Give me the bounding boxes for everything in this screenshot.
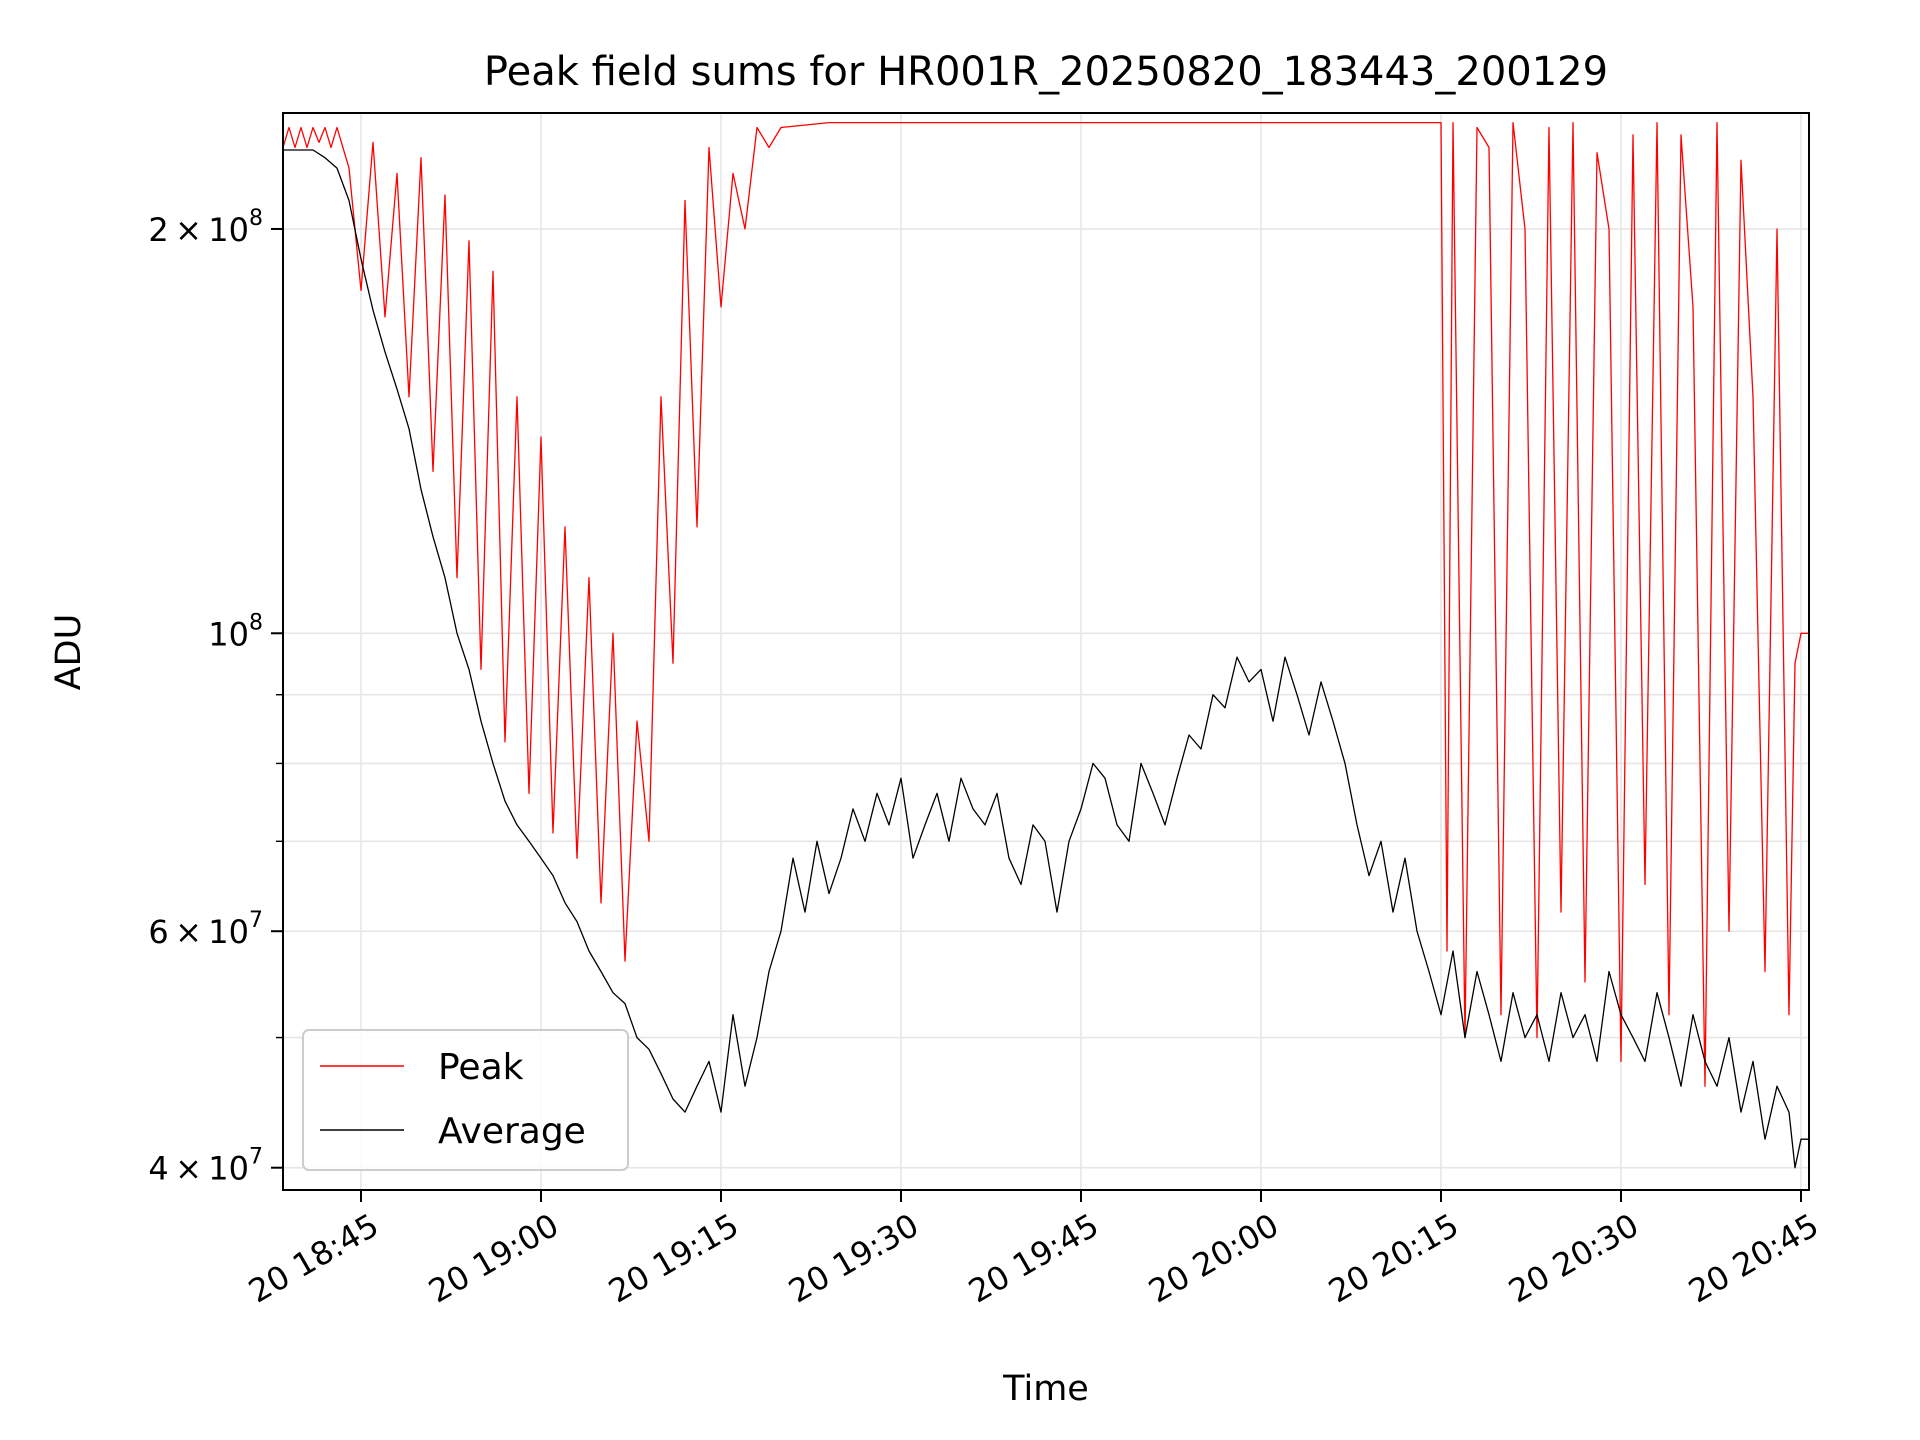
- y-tick-label-2: 108: [208, 610, 263, 653]
- legend-box: [302, 1029, 629, 1171]
- x-axis-label: Time: [1002, 1369, 1089, 1409]
- y-tick-mantissa: 2 × 10: [148, 211, 249, 249]
- plot-frame: [282, 112, 1810, 1191]
- series-average-line: [283, 149, 1809, 1169]
- y-tick-exponent: 8: [249, 610, 263, 635]
- legend-peak-label: Peak: [438, 1047, 524, 1088]
- y-tick-exponent: 7: [249, 1145, 263, 1170]
- chart-title: Peak field sums for HR001R_20250820_1834…: [484, 49, 1608, 95]
- y-tick-exponent: 7: [249, 908, 263, 933]
- y-tick-label-3: 2 × 108: [148, 206, 263, 249]
- series-peak-line: [282, 121, 1809, 1087]
- y-tick-mantissa: 6 × 10: [148, 913, 249, 951]
- y-tick-mantissa: 4 × 10: [148, 1150, 249, 1188]
- y-tick-exponent: 8: [249, 206, 263, 231]
- legend-average-label: Average: [438, 1111, 586, 1152]
- y-axis-label: ADU: [49, 614, 89, 691]
- y-tick-label-1: 6 × 107: [148, 908, 263, 951]
- plot-area: [282, 112, 1810, 1191]
- y-tick-base: 10: [208, 615, 249, 653]
- legend: Peak Average: [302, 1029, 629, 1171]
- y-tick-label-0: 4 × 107: [148, 1145, 263, 1188]
- plot-background: [283, 113, 1809, 1190]
- series-lines: [282, 121, 1809, 1169]
